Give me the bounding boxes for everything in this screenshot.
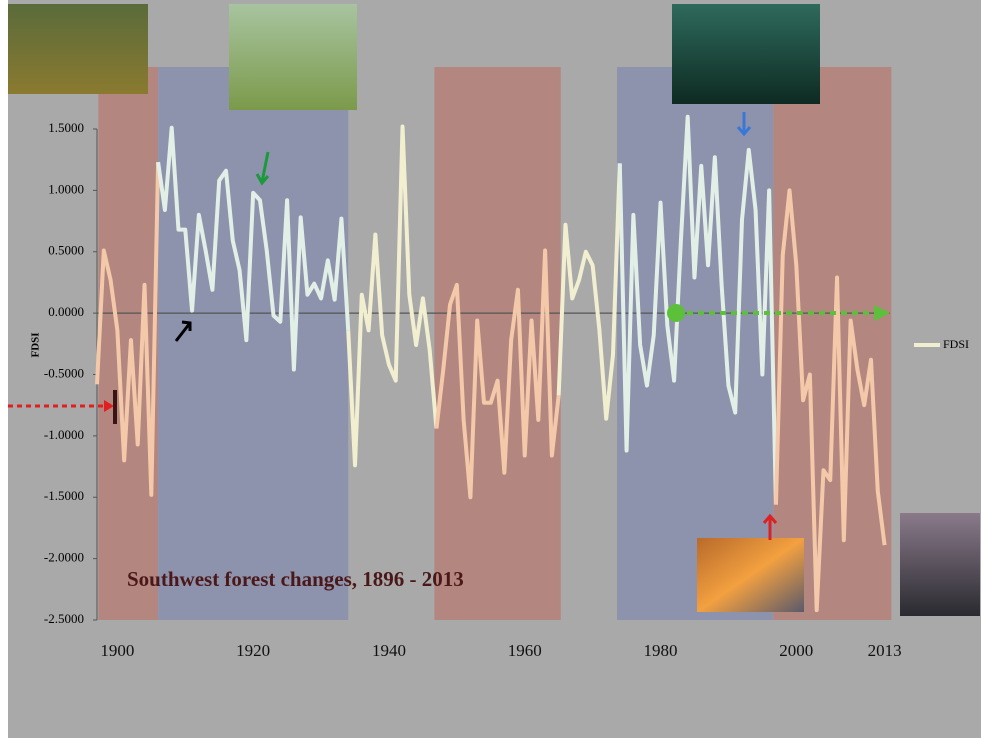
photo [8, 4, 148, 94]
x-tick-label: 1920 [236, 641, 270, 660]
x-tick-label: 1960 [508, 641, 542, 660]
x-tick-label: 2000 [779, 641, 813, 660]
y-tick-label: -1.0000 [44, 427, 84, 442]
y-tick-label: 0.5000 [48, 243, 84, 258]
legend-label: FDSI [943, 337, 969, 351]
shaded-period [773, 67, 891, 620]
y-tick-label: -1.5000 [44, 488, 84, 503]
y-axis-label: FDSI [30, 332, 42, 357]
photo [900, 513, 980, 616]
shaded-period [98, 67, 158, 620]
y-tick-label: -2.5000 [44, 611, 84, 626]
x-tick-label: 1940 [372, 641, 406, 660]
y-tick-label: 1.5000 [48, 120, 84, 135]
y-tick-label: 1.0000 [48, 181, 84, 196]
chart-title: Southwest forest changes, 1896 - 2013 [127, 567, 464, 591]
chart: -2.5000 -2.0000 -1.5000 -1.0000 -0.5000 0.000… [0, 0, 981, 738]
shaded-period [158, 67, 348, 620]
arrow-start [667, 304, 685, 322]
y-tick-label: -2.0000 [44, 550, 84, 565]
x-tick-label: 2013 [868, 641, 902, 660]
photo [672, 4, 820, 104]
x-tick-label: 1900 [100, 641, 134, 660]
photo [229, 4, 357, 110]
x-tick-label: 1980 [644, 641, 678, 660]
photo [697, 538, 804, 612]
y-tick-label: 0.0000 [48, 304, 84, 319]
y-tick-label: -0.5000 [44, 365, 84, 380]
